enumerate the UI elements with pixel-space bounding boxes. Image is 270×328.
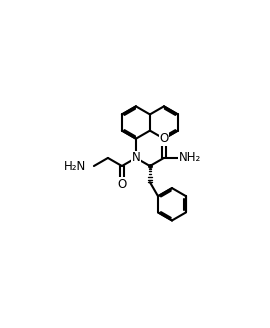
Text: O: O <box>159 132 168 145</box>
Text: N: N <box>131 152 140 164</box>
Text: NH₂: NH₂ <box>179 152 201 164</box>
Text: O: O <box>117 178 127 191</box>
Text: H₂N: H₂N <box>64 159 86 173</box>
